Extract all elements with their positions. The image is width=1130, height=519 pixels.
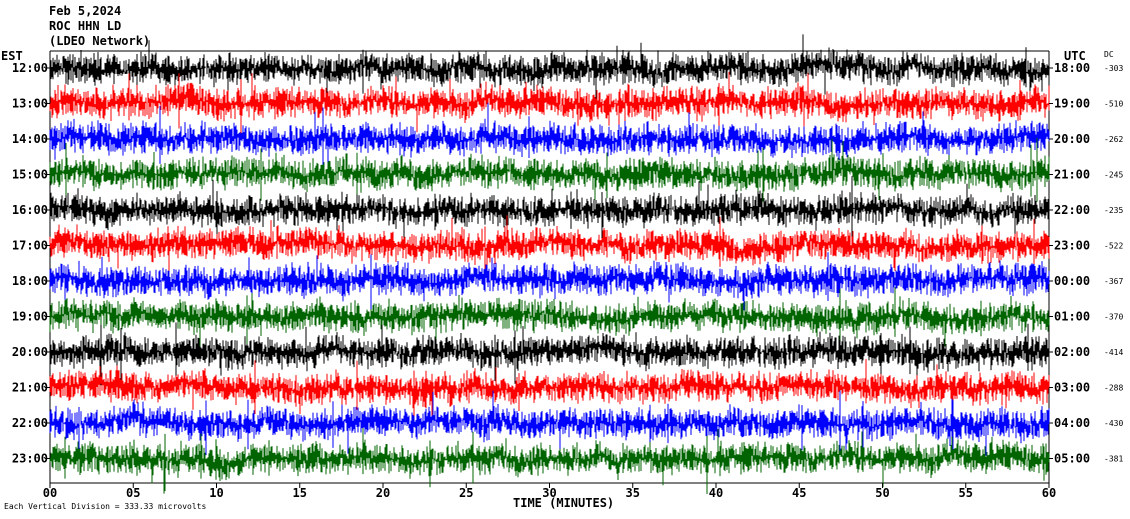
est-tick-label: 13:00 [12, 97, 48, 111]
dc-value: -510 [1104, 100, 1123, 109]
chart-date: Feb 5,2024 [49, 4, 122, 18]
dc-value: -414 [1104, 348, 1123, 357]
x-tick-label: 30 [542, 486, 556, 500]
est-tick-label: 14:00 [12, 132, 48, 146]
x-tick-label: 00 [43, 486, 57, 500]
trace-1900 [49, 287, 1050, 351]
footer-note: Each Vertical Division = 333.33 microvol… [4, 502, 207, 511]
station-label: ROC HHN LD [49, 19, 122, 33]
est-tick-label: 12:00 [12, 61, 48, 75]
trace-2000 [49, 322, 1050, 388]
x-tick-label: 20 [376, 486, 390, 500]
utc-tick-label: 23:00 [1054, 239, 1090, 253]
trace-1300 [49, 71, 1050, 137]
dc-value: -235 [1104, 206, 1123, 215]
x-tick-label: 45 [792, 486, 806, 500]
est-tick-label: 22:00 [12, 416, 48, 430]
dc-value: -381 [1104, 455, 1123, 464]
trace-1400 [49, 102, 1050, 166]
utc-tick-label: 21:00 [1054, 168, 1090, 182]
dc-value: -370 [1104, 313, 1123, 322]
trace-2200 [49, 390, 1050, 457]
utc-tick-label: 03:00 [1054, 381, 1090, 395]
utc-tick-label: 18:00 [1054, 61, 1090, 75]
est-tick-label: 21:00 [12, 381, 48, 395]
x-tick-label: 35 [626, 486, 640, 500]
dc-value: -367 [1104, 277, 1123, 286]
x-tick-label: 55 [959, 486, 973, 500]
est-tick-label: 20:00 [12, 345, 48, 359]
dc-value: -245 [1104, 171, 1123, 180]
est-axis-label: EST [1, 49, 23, 63]
trace-2100 [49, 359, 1050, 419]
network-label: (LDEO Network) [49, 34, 151, 48]
utc-tick-label: 01:00 [1054, 310, 1090, 324]
trace-1800 [49, 252, 1050, 311]
x-tick-label: 60 [1042, 486, 1056, 500]
dc-label: DC [1104, 50, 1114, 59]
utc-tick-label: 19:00 [1054, 97, 1090, 111]
x-tick-label: 10 [209, 486, 223, 500]
trace-1500 [49, 137, 1050, 202]
est-tick-label: 19:00 [12, 310, 48, 324]
est-tick-label: 16:00 [12, 203, 48, 217]
est-tick-label: 17:00 [12, 239, 48, 253]
x-tick-label: 50 [875, 486, 889, 500]
trace-1700 [49, 215, 1050, 279]
dc-value: -522 [1104, 242, 1123, 251]
utc-axis-label: UTC [1064, 49, 1086, 63]
utc-tick-label: 20:00 [1054, 132, 1090, 146]
trace-2300 [49, 428, 1050, 494]
trace-1200 [49, 34, 1050, 100]
est-tick-label: 18:00 [12, 274, 48, 288]
dc-value: -262 [1104, 135, 1123, 144]
x-tick-label: 40 [709, 486, 723, 500]
utc-tick-label: 02:00 [1054, 345, 1090, 359]
x-tick-label: 25 [459, 486, 473, 500]
x-tick-label: 15 [293, 486, 307, 500]
trace-1600 [49, 176, 1050, 244]
utc-tick-label: 00:00 [1054, 274, 1090, 288]
dc-value: -303 [1104, 64, 1123, 73]
est-tick-label: 15:00 [12, 168, 48, 182]
est-tick-label: 23:00 [12, 452, 48, 466]
x-axis-label: TIME (MINUTES) [513, 496, 615, 510]
utc-tick-label: 22:00 [1054, 203, 1090, 217]
dc-value: -430 [1104, 419, 1123, 428]
utc-tick-label: 05:00 [1054, 452, 1090, 466]
dc-value: -288 [1104, 384, 1123, 393]
utc-tick-label: 04:00 [1054, 416, 1090, 430]
x-tick-label: 05 [126, 486, 140, 500]
